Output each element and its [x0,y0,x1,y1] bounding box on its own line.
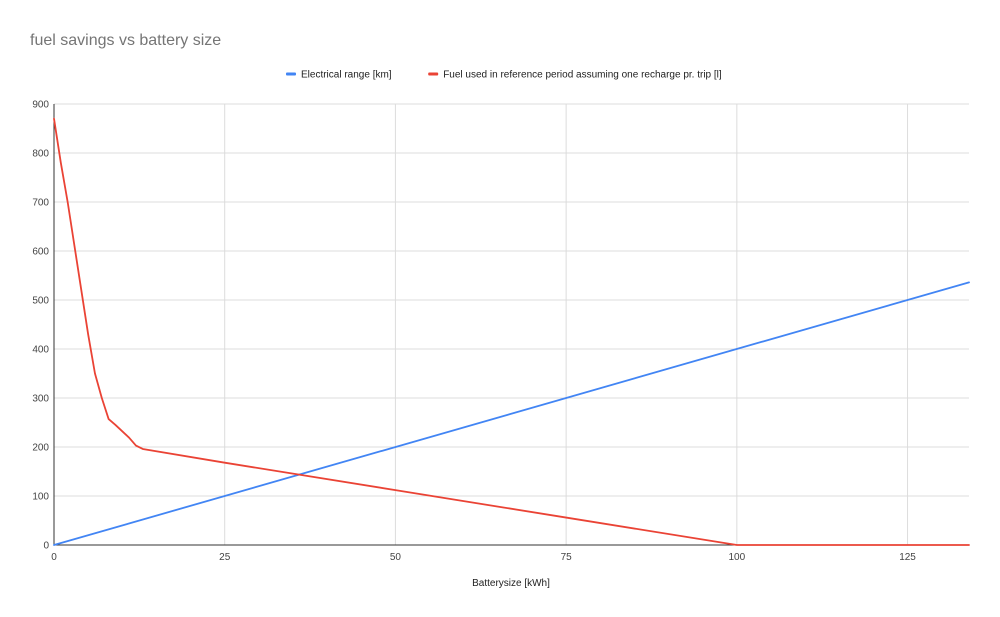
x-tick-label: 100 [728,552,745,563]
y-tick-label: 600 [32,247,49,258]
y-tick-label: 800 [32,149,49,160]
gridlines [54,103,969,545]
series-line-1 [53,117,970,546]
legend-label: Electrical range [km] [301,70,392,81]
legend-swatch [286,72,296,76]
series-line-0 [53,281,970,546]
y-tick-label: 700 [32,198,49,209]
legend-item[interactable]: Fuel used in reference period assuming o… [428,70,722,81]
x-axis-label: Batterysize [kWh] [472,578,550,589]
y-tick-label: 400 [32,345,49,356]
x-tick-label: 75 [561,552,573,563]
x-tick-label: 25 [219,552,231,563]
legend-label: Fuel used in reference period assuming o… [443,70,722,81]
y-tick-label: 500 [32,296,49,307]
x-tick-label: 50 [390,552,402,563]
legend-swatch [428,72,439,76]
chart-title: fuel savings vs battery size [30,32,221,49]
series-lines [53,117,970,546]
x-tick-label: 125 [899,552,916,563]
legend-item[interactable]: Electrical range [km] [286,70,392,81]
y-tick-label: 0 [43,541,49,552]
y-tick-label: 300 [32,394,49,405]
x-tick-label: 0 [51,552,57,563]
y-tick-label: 900 [32,100,49,111]
axes: 0 100 200 300 400 500 600 700 800 900 0 25 50 75 100 12… [32,100,969,563]
y-tick-label: 200 [32,443,49,454]
legend[interactable]: Electrical range [km] Fuel used in refere… [286,70,722,81]
y-tick-label: 100 [32,492,49,503]
